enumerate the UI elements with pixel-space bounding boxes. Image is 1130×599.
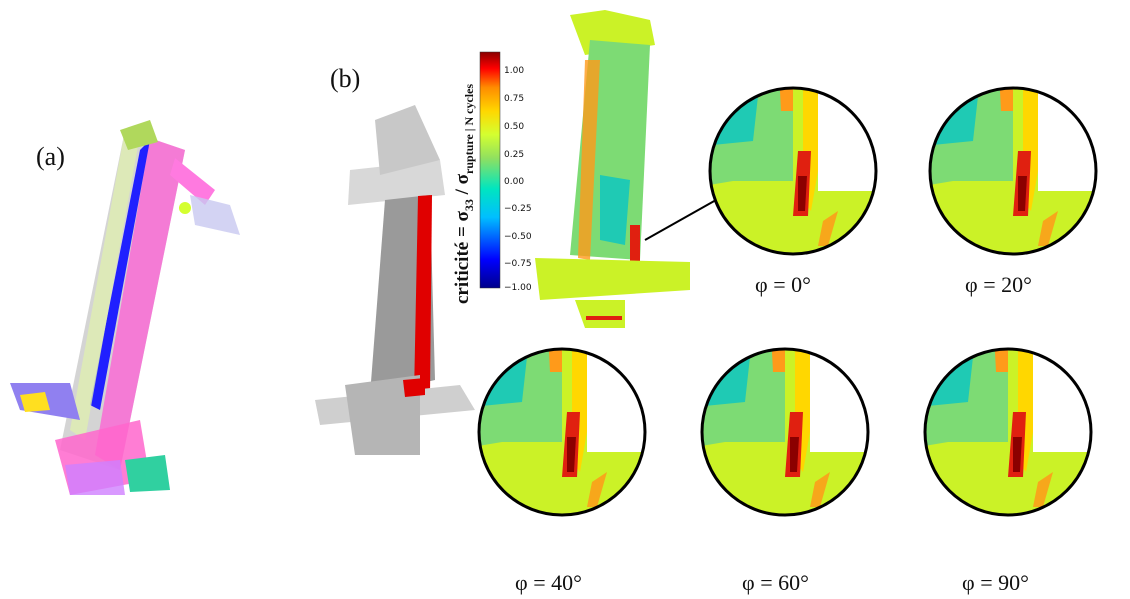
caption-phi20: φ = 20° — [965, 272, 1032, 297]
colorbar-tick: −1.00 — [504, 283, 532, 293]
colorbar-tick: 0.50 — [504, 122, 525, 132]
colorbar-tick: −0.75 — [504, 259, 532, 269]
colorbar-tick: −0.25 — [504, 204, 532, 214]
colorbar-tick: 0.00 — [504, 177, 525, 187]
caption-phi60: φ = 60° — [742, 570, 809, 595]
panel-label-a: (a) — [36, 142, 65, 171]
caption-phi90: φ = 90° — [962, 570, 1029, 595]
colorbar-ticks: 1.00 0.75 0.50 0.25 0.00 −0.25 −0.50 −0.… — [480, 52, 540, 293]
panel-label-b: (b) — [330, 64, 361, 93]
colorbar-tick: 1.00 — [504, 66, 525, 76]
caption-phi0: φ = 0° — [755, 272, 811, 297]
colorbar-tick: −0.50 — [504, 232, 532, 242]
colorbar-tick: 0.25 — [504, 150, 525, 160]
colorbar-tick: 0.75 — [504, 94, 525, 104]
caption-phi40: φ = 40° — [515, 570, 582, 595]
